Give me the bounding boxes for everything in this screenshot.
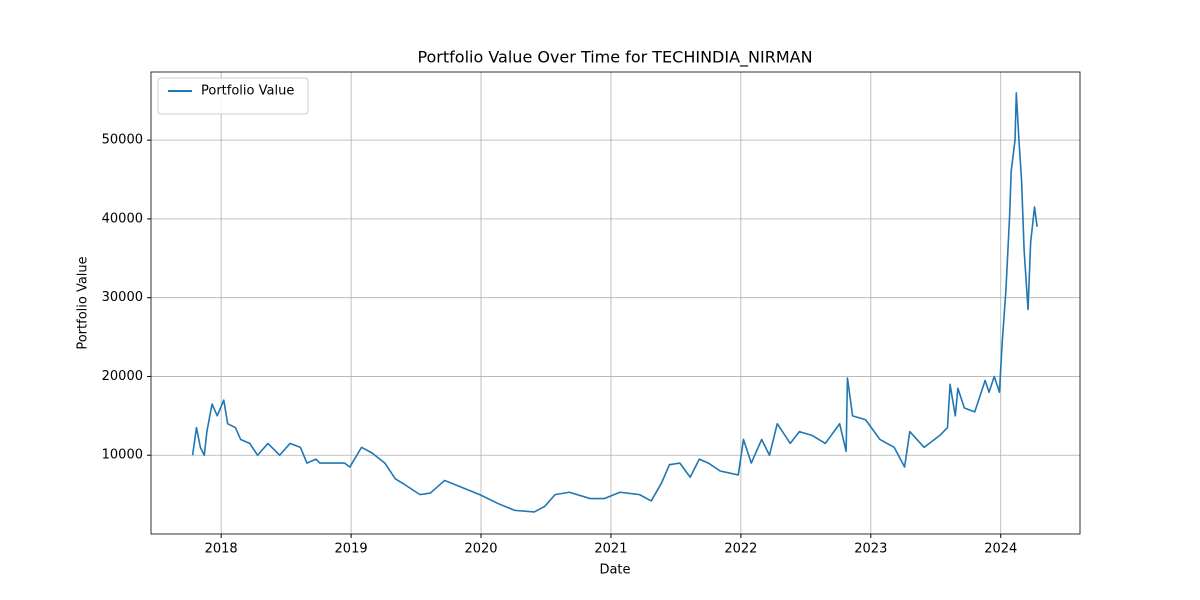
x-tick-label: 2018	[205, 542, 238, 557]
data-line	[191, 92, 1038, 513]
plot-frame	[150, 71, 1081, 535]
x-tick-label: 2022	[724, 542, 757, 557]
y-tick-label: 20000	[102, 369, 143, 384]
legend-label: Portfolio Value	[201, 84, 294, 99]
legend: Portfolio Value	[157, 77, 309, 115]
chart-title: Portfolio Value Over Time for TECHINDIA_…	[417, 48, 812, 68]
y-tick-label: 40000	[102, 211, 143, 226]
y-tick-label: 50000	[102, 133, 143, 148]
y-tick-label: 10000	[102, 448, 143, 463]
x-tick-label: 2024	[984, 542, 1017, 557]
y-axis-label: Portfolio Value	[76, 256, 91, 349]
legend-frame	[157, 77, 309, 115]
x-axis-label: Date	[599, 563, 630, 578]
x-tick-label: 2021	[594, 542, 627, 557]
x-tick-label: 2023	[854, 542, 887, 557]
y-tick-label: 30000	[102, 290, 143, 305]
x-tick-label: 2020	[464, 542, 497, 557]
x-tick-label: 2019	[335, 542, 368, 557]
